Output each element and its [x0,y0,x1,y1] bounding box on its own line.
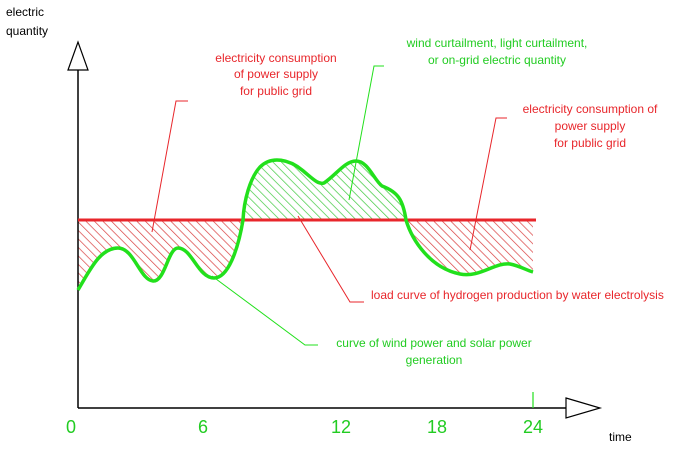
deficit-area-left [78,220,242,290]
x-axis-label: time [609,430,632,444]
annotation-consumption-left-line1: electricity consumption [215,51,336,65]
annotation-generation-curve-line2: generation [406,353,463,367]
annotation-consumption-right-line2: power supply [555,119,626,133]
annotation-consumption-left-line2: of power supply [234,67,318,81]
y-axis-label-line2: quantity [6,24,48,38]
x-tick-label: 24 [523,417,543,437]
annotation-consumption-right-line3: for public grid [554,136,626,150]
x-axis-arrow [565,397,603,419]
leader-load-curve [297,215,364,303]
generation-curve-line [76,158,534,291]
x-tick-label: 0 [66,417,76,437]
deficit-area-right [406,220,533,275]
x-tick-label: 12 [331,417,351,437]
leader-consumption-left [151,100,188,233]
leader-generation-curve [211,275,318,346]
annotation-curtailment-line2: or on-grid electric quantity [428,53,566,67]
x-tick-label: 18 [427,417,447,437]
leader-curtailment [348,65,384,201]
leader-consumption-right [469,117,507,251]
y-axis-label-line1: electric [6,5,44,19]
annotation-generation-curve-line1: curve of wind power and solar power [336,336,531,350]
annotation-load-curve: load curve of hydrogen production by wat… [371,288,664,302]
surplus-area [243,159,406,220]
x-tick-label: 6 [198,417,208,437]
annotation-curtailment-line1: wind curtailment, light curtailment, [406,36,588,50]
annotation-consumption-left-line3: for public grid [240,84,312,98]
annotation-consumption-right-line1: electricity consumption of [523,102,658,116]
y-axis-arrow [67,40,89,71]
